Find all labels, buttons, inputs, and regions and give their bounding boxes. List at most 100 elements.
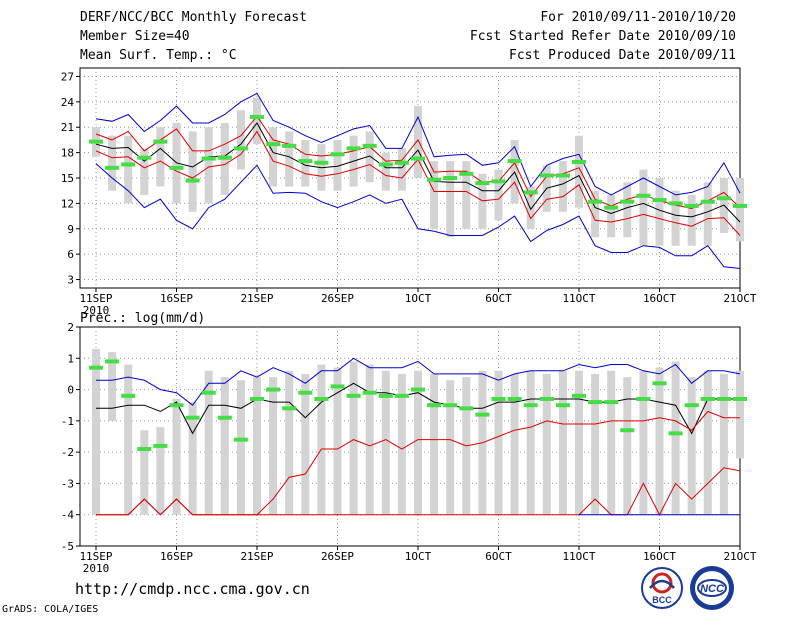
prec-green-mark (217, 415, 232, 420)
prec-y-tick-label: 1 (67, 352, 74, 365)
temp-x-tick-label: 16SEP (160, 292, 193, 305)
produced-date: Fcst Produced Date 2010/09/11 (509, 48, 736, 63)
temp-green-mark (572, 159, 586, 164)
temp-x-tick-label: 21OCT (723, 292, 756, 305)
prec-green-mark (346, 393, 361, 398)
prec-spread-bar (172, 398, 181, 515)
prec-spread-bar (108, 352, 117, 421)
prec-spread-bar (591, 373, 600, 515)
prec-green-mark (411, 387, 425, 392)
prec-green-mark (572, 393, 586, 398)
prec-green-mark (89, 365, 103, 370)
prec-spread-bar (542, 373, 551, 515)
temp-spread-bar (575, 135, 583, 208)
temp-spread-bar (381, 152, 390, 191)
prec-green-mark (491, 396, 506, 401)
temp-line-upper (95, 115, 741, 210)
temp-spread-bar (639, 169, 648, 246)
temp-spread-bar (397, 148, 406, 191)
prec-x-tick-label: 6OCT (485, 550, 512, 563)
prec-green-mark (684, 403, 699, 408)
prec-x-tick-label: 16OCT (643, 550, 676, 563)
temp-y-tick-label: 15 (61, 172, 74, 185)
temp-spread-bar (558, 161, 567, 212)
prec-green-mark (427, 403, 442, 408)
prec-green-mark (362, 390, 377, 395)
prec-green-mark (298, 390, 313, 395)
temp-spread-bar (736, 178, 744, 242)
source-url[interactable]: http://cmdp.ncc.cma.gov.cn (75, 580, 310, 598)
prec-green-mark (620, 428, 635, 433)
prec-spread-bar (510, 373, 519, 515)
started-refer-date: Fcst Started Refer Date 2010/09/10 (469, 29, 736, 44)
temp-y-tick-label: 18 (61, 147, 74, 160)
temp-spread-bar (253, 97, 261, 145)
prec-x-tick-label: 16SEP (160, 550, 193, 563)
prec-y-tick-label: -3 (61, 477, 74, 490)
prec-x-tick-label: 11OCT (562, 550, 595, 563)
prec-green-mark (330, 384, 345, 389)
temp-green-mark (411, 156, 425, 161)
prec-green-mark (555, 403, 570, 408)
temp-green-mark (668, 201, 683, 206)
prec-spread-bar (736, 370, 744, 459)
temp-green-mark (362, 143, 377, 148)
prec-spread-bar (317, 364, 326, 515)
temp-spread-bar (140, 148, 149, 195)
temp-green-mark (684, 203, 699, 208)
prec-spread-bar (639, 370, 648, 515)
temp-spread-bar (591, 190, 600, 238)
prec-green-mark (266, 387, 281, 392)
prec-green-mark (459, 406, 474, 411)
prec-x-tick-sublabel: 2010 (83, 562, 110, 575)
prec-spread-bar (414, 370, 422, 515)
prec-green-mark (475, 412, 490, 417)
prec-spread-bar (140, 430, 149, 515)
prec-spread-bar (719, 373, 728, 515)
prec-green-mark (185, 415, 200, 420)
prec-y-tick-label: 0 (67, 384, 74, 397)
prec-y-tick-label: -1 (61, 415, 74, 428)
temp-y-tick-label: 12 (61, 197, 74, 210)
temp-green-mark (153, 139, 168, 144)
prec-spread-bar (526, 370, 535, 515)
temp-x-tick-label: 6OCT (485, 292, 512, 305)
temp-x-tick-sublabel: 2010 (83, 304, 110, 317)
chart-title: DERF/NCC/BCC Monthly Forecast (80, 10, 307, 25)
prec-green-mark (314, 396, 329, 401)
prec-green-mark (105, 359, 120, 364)
prec-green-mark (700, 396, 715, 401)
prec-spread-bar (188, 402, 197, 515)
prec-x-tick-label: 21SEP (240, 550, 273, 563)
prec-spread-bar (269, 377, 278, 515)
temp-x-tick-label: 1OCT (405, 292, 432, 305)
prec-x-tick-label: 11SEP (79, 550, 112, 563)
temp-y-tick-label: 21 (61, 121, 74, 134)
temp-spread-bar (607, 194, 616, 238)
temp-x-tick-label: 11SEP (79, 292, 112, 305)
temp-spread-bar (623, 182, 632, 238)
temp-spread-bar (333, 139, 342, 191)
ncc-logo: NCC (690, 566, 734, 610)
prec-green-mark (394, 393, 409, 398)
temp-green-mark (716, 196, 731, 201)
temp-green-mark (604, 205, 619, 210)
prec-spread-bar (253, 377, 261, 515)
temp-green-mark (137, 155, 152, 160)
temp-green-mark (700, 199, 715, 204)
temp-spread-bar (430, 161, 439, 229)
prec-spread-bar (92, 348, 100, 515)
prec-spread-bar (333, 367, 342, 515)
variable-label: Mean Surf. Temp.: °C (80, 48, 237, 63)
temp-line-min (95, 163, 741, 269)
prec-spread-bar (687, 377, 696, 515)
prec-green-mark (652, 381, 667, 386)
temp-y-tick-label: 3 (67, 274, 74, 287)
temp-green-mark (588, 199, 603, 204)
prec-spread-bar (365, 364, 374, 515)
prec-line-max (96, 357, 741, 406)
temp-x-tick-label: 21SEP (240, 292, 273, 305)
prec-green-mark (588, 400, 603, 405)
ncc-logo-text: NCC (700, 583, 725, 595)
